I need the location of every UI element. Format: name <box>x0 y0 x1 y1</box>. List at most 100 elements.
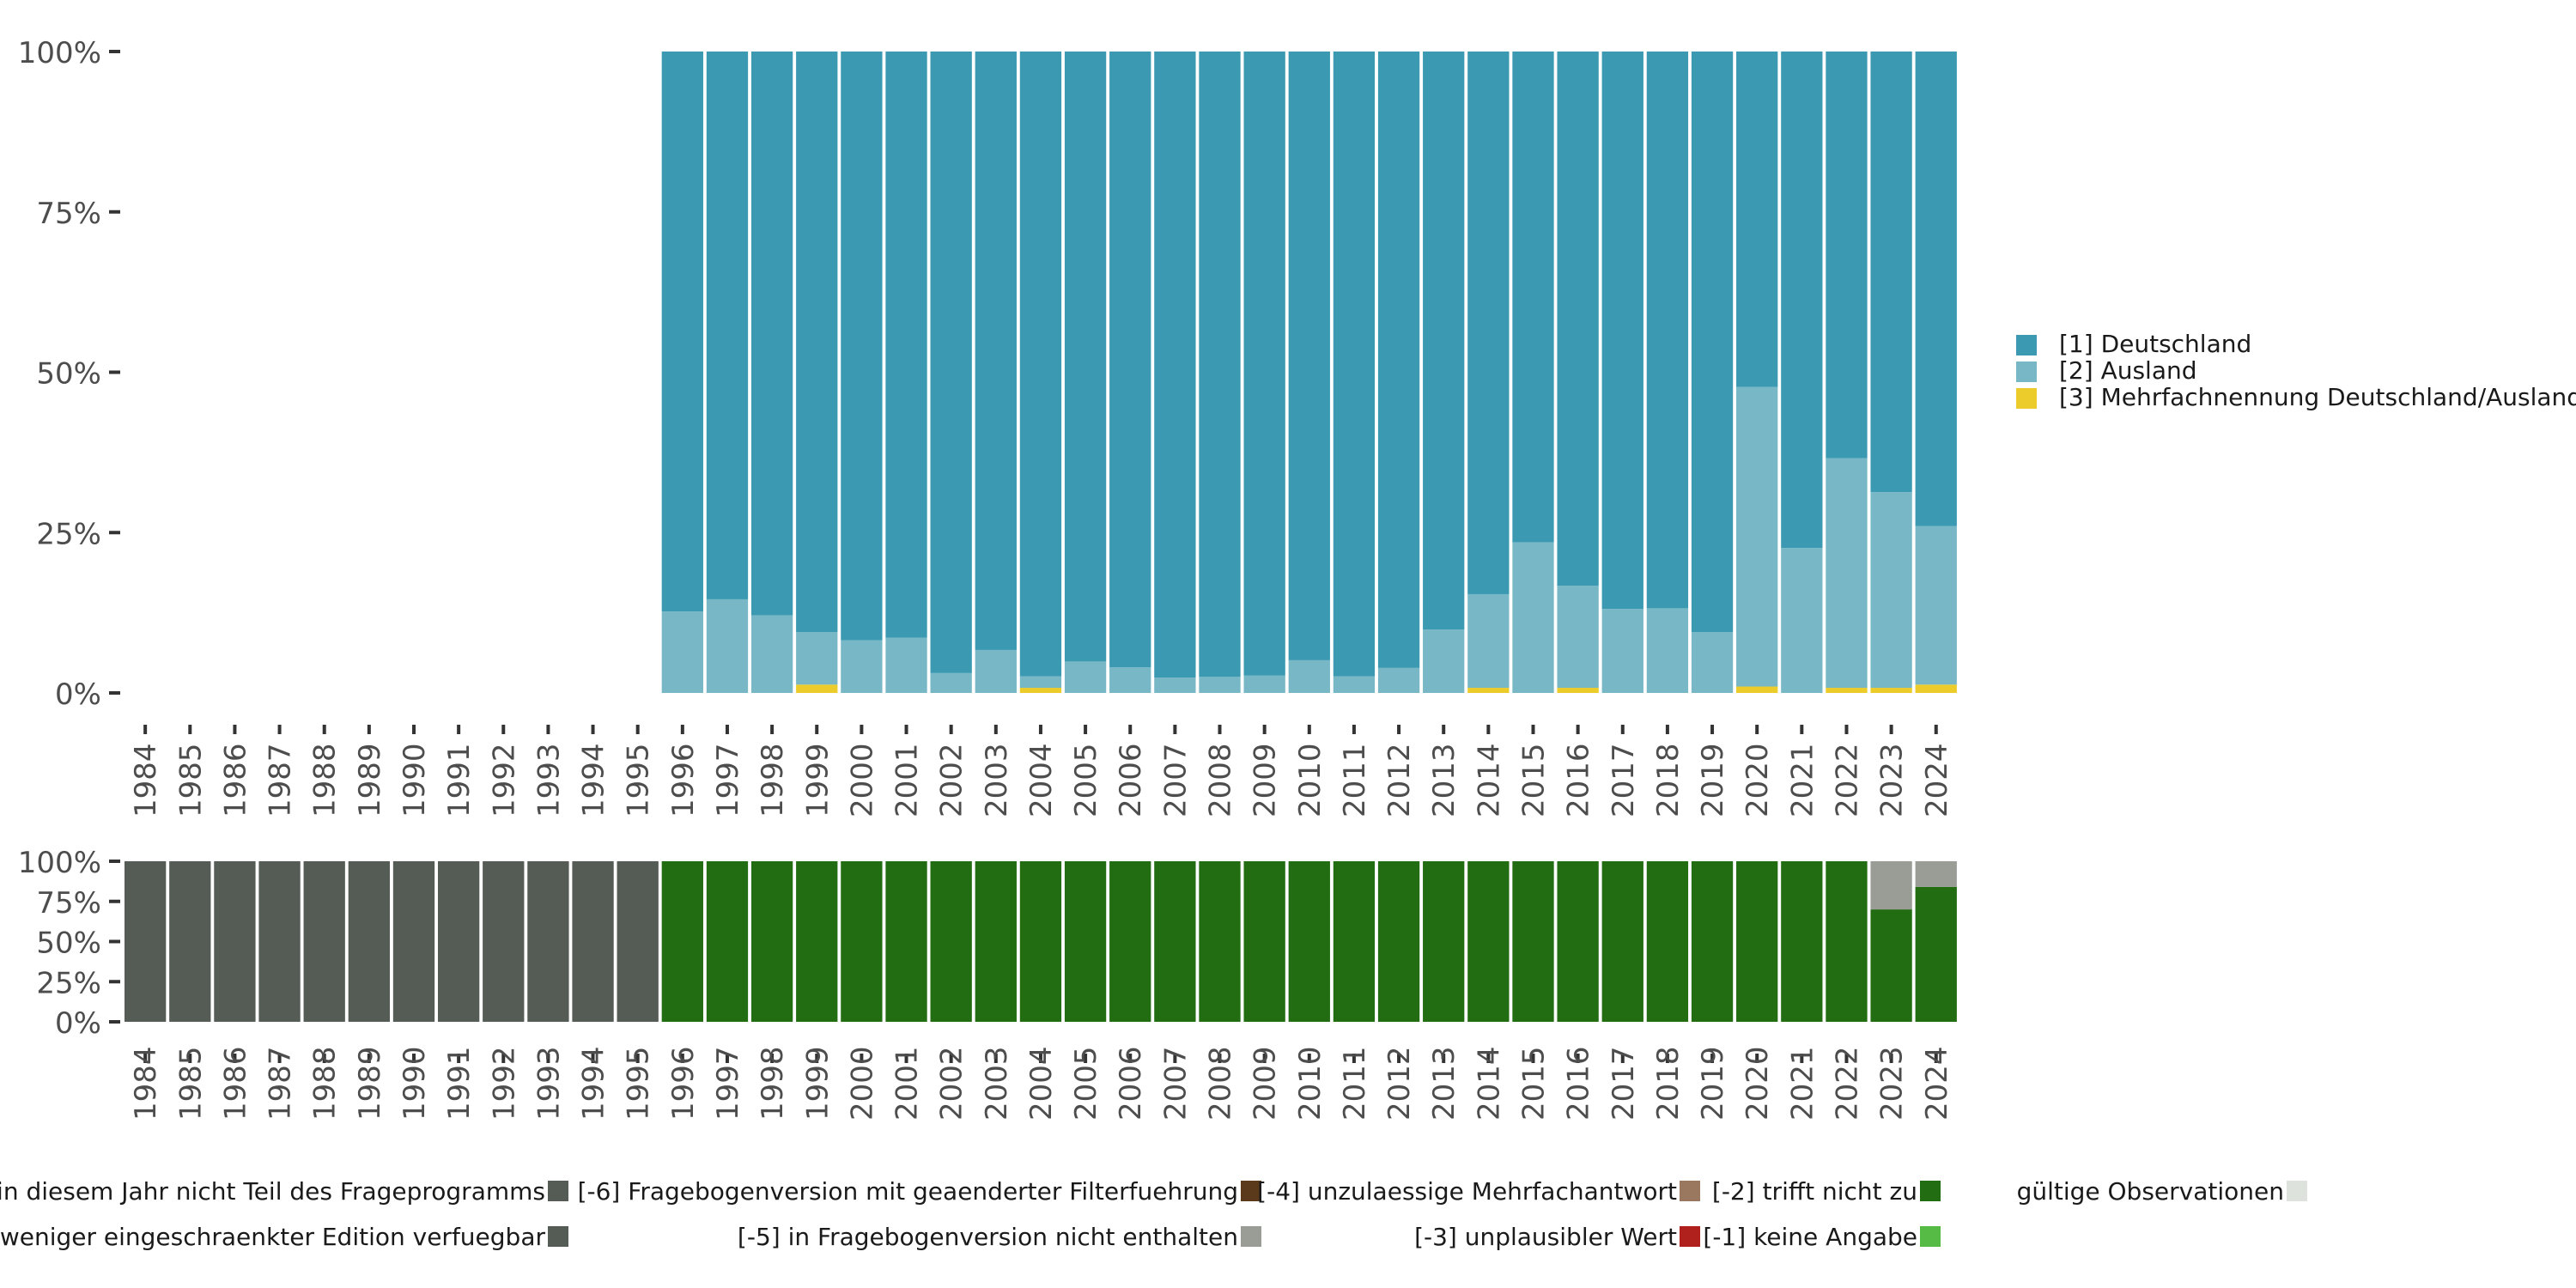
bar-2017-series-1 <box>1601 609 1643 693</box>
bar-2000-series-1 <box>841 640 883 693</box>
bar-2011-series-1 <box>1333 676 1376 693</box>
x-tick-label: 2009 <box>1249 1046 1283 1121</box>
x-tick-label: 2005 <box>1069 743 1103 817</box>
bar-2014-series-0 <box>1467 861 1510 1022</box>
x-tick-label: 2000 <box>845 743 879 817</box>
x-tick-label: 2018 <box>1651 743 1686 817</box>
x-tick-label: 2010 <box>1293 1046 1327 1121</box>
bar-1986-series-2 <box>214 861 256 1022</box>
x-tick-label: 1988 <box>308 743 343 817</box>
bottom-legend-label: [-6] Fragebogenversion mit geaenderter F… <box>578 1177 1238 1206</box>
bar-2014-series-0 <box>1467 688 1510 693</box>
bar-2008-series-1 <box>1199 677 1241 693</box>
x-tick-label: 2016 <box>1562 1046 1596 1121</box>
bar-2004-series-1 <box>1019 676 1062 689</box>
x-tick-label: 1992 <box>487 743 521 817</box>
bar-2011-series-2 <box>1333 52 1376 677</box>
bottom-legend-label: [-8] Frage in diesem Jahr nicht Teil des… <box>0 1177 545 1206</box>
bar-1998-series-1 <box>750 615 793 693</box>
bottom-legend-label: [-3] unplausibler Wert <box>1414 1223 1677 1251</box>
bar-2023-series-1 <box>1870 861 1912 910</box>
bar-2002-series-1 <box>930 672 972 693</box>
bar-1998-series-2 <box>750 52 793 616</box>
x-tick-label: 1984 <box>129 743 163 817</box>
bar-2023-series-0 <box>1870 909 1912 1022</box>
y-tick-label: 50% <box>36 927 101 961</box>
bar-2015-series-1 <box>1512 542 1554 693</box>
bar-2014-series-1 <box>1467 593 1510 689</box>
bar-2013-series-0 <box>1423 861 1465 1022</box>
bottom-legend-swatch <box>1680 1226 1700 1247</box>
bar-2013-series-1 <box>1423 629 1465 693</box>
bottom-legend-swatch <box>1241 1226 1261 1247</box>
bottom-legend-label: [-1] keine Angabe <box>1703 1223 1917 1251</box>
bar-2005-series-2 <box>1064 52 1107 662</box>
x-tick-label: 1995 <box>622 1046 656 1121</box>
y-tick-label: 25% <box>36 517 101 551</box>
y-tick-label: 0% <box>55 1006 101 1041</box>
y-tick-label: 0% <box>55 677 101 712</box>
bar-2012-series-2 <box>1377 52 1420 668</box>
x-tick-label: 2004 <box>1024 743 1059 817</box>
bar-1997-series-2 <box>706 52 749 599</box>
bar-1994-series-2 <box>572 861 614 1022</box>
bar-1999-series-1 <box>796 632 838 685</box>
bar-2023-series-2 <box>1870 52 1912 493</box>
bar-2008-series-0 <box>1199 861 1241 1022</box>
x-tick-label: 2002 <box>935 743 969 817</box>
bar-2024-series-1 <box>1915 861 1957 887</box>
bar-2001-series-0 <box>885 861 927 1022</box>
bottom-legend-label: [-5] in Fragebogenversion nicht enthalte… <box>738 1223 1238 1251</box>
bar-2010-series-0 <box>1288 861 1330 1022</box>
bar-1988-series-2 <box>303 861 345 1022</box>
bar-2007-series-0 <box>1154 861 1196 1022</box>
bottom-legend-swatch <box>1680 1181 1700 1201</box>
bar-2013-series-2 <box>1423 52 1465 630</box>
bottom-legend-swatch <box>1920 1181 1941 1201</box>
x-tick-label: 2012 <box>1382 1046 1417 1121</box>
y-tick-label: 100% <box>18 846 101 880</box>
x-tick-label: 1998 <box>756 1046 790 1121</box>
bar-1999-series-0 <box>796 861 838 1022</box>
x-tick-label: 2000 <box>845 1046 879 1121</box>
bar-2017-series-2 <box>1601 52 1643 610</box>
x-tick-label: 1993 <box>532 743 566 817</box>
x-tick-label: 1992 <box>487 1046 521 1121</box>
x-tick-label: 1996 <box>666 1046 701 1121</box>
bar-2021-series-2 <box>1781 52 1823 549</box>
bar-1985-series-2 <box>169 861 211 1022</box>
x-tick-label: 2011 <box>1338 1046 1372 1121</box>
x-tick-label: 2019 <box>1696 743 1730 817</box>
y-tick-label: 50% <box>36 357 101 392</box>
bar-2005-series-1 <box>1064 661 1107 693</box>
bar-2012-series-0 <box>1377 861 1420 1022</box>
x-tick-label: 2009 <box>1249 743 1283 817</box>
x-tick-label: 2005 <box>1069 1046 1103 1121</box>
bar-2001-series-2 <box>885 52 927 638</box>
bar-1998-series-0 <box>750 861 793 1022</box>
x-tick-label: 2003 <box>980 1046 1014 1121</box>
bar-2014-series-2 <box>1467 52 1510 594</box>
x-tick-label: 2004 <box>1024 1046 1059 1121</box>
x-tick-label: 1998 <box>756 743 790 817</box>
x-tick-label: 2014 <box>1472 1046 1506 1121</box>
x-tick-label: 2008 <box>1204 1046 1238 1121</box>
bar-1995-series-2 <box>617 861 659 1022</box>
bar-2016-series-0 <box>1557 688 1599 693</box>
x-tick-label: 1991 <box>442 743 477 817</box>
bar-2001-series-1 <box>885 637 927 693</box>
bar-2020-series-2 <box>1736 52 1778 387</box>
bar-2003-series-2 <box>975 52 1017 650</box>
bar-2002-series-0 <box>930 861 972 1022</box>
x-tick-label: 1997 <box>711 1046 745 1121</box>
x-tick-label: 1999 <box>800 1046 835 1121</box>
x-tick-label: 2008 <box>1204 743 1238 817</box>
x-tick-label: 2006 <box>1114 1046 1148 1121</box>
y-tick-label: 100% <box>18 36 101 70</box>
x-tick-label: 2013 <box>1427 1046 1461 1121</box>
bar-1997-series-0 <box>706 861 749 1022</box>
bar-1992-series-2 <box>483 861 525 1022</box>
x-tick-label: 2019 <box>1696 1046 1730 1121</box>
legend-label: [3] Mehrfachnennung Deutschland/Ausland <box>2059 383 2576 411</box>
bar-2024-series-1 <box>1915 526 1957 685</box>
